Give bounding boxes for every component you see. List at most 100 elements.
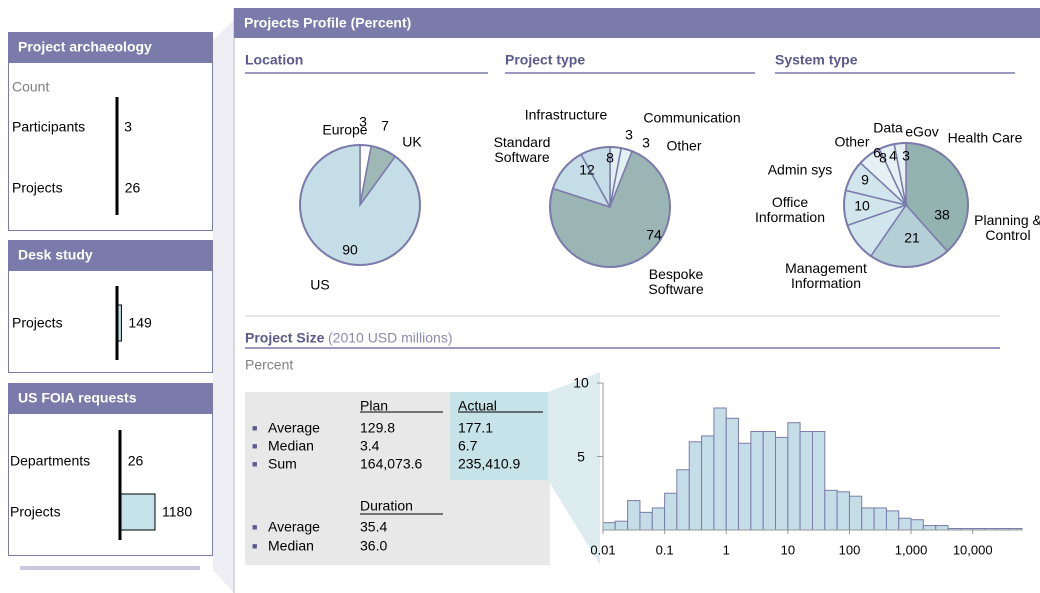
- row-label: Participants: [12, 118, 86, 135]
- y-tick-label: 5: [577, 448, 585, 464]
- column-header: Duration: [360, 497, 413, 514]
- highlight-connector: [548, 372, 600, 565]
- panel-subtitle: Count: [12, 78, 50, 95]
- slice-name: Management Information: [785, 260, 867, 291]
- panel-title: Project archaeology: [18, 38, 152, 55]
- slice-value: 3: [902, 147, 910, 164]
- hist-bar: [935, 525, 949, 531]
- slice-value: 10: [854, 197, 870, 214]
- hist-bar: [885, 510, 900, 531]
- hist-bar: [750, 431, 764, 531]
- stat-plan: 129.8: [360, 419, 396, 436]
- hist-bar: [811, 431, 826, 531]
- slice-name: Standard Software: [493, 134, 551, 165]
- hist-bar: [898, 517, 912, 531]
- hist-bar: [614, 520, 629, 531]
- slice-value: 12: [579, 161, 595, 178]
- slice-value: 74: [646, 226, 662, 243]
- slice-name: US: [310, 276, 330, 293]
- stat-label: Sum: [268, 455, 297, 472]
- slice-value: 6: [873, 144, 881, 161]
- stat-duration: 35.4: [360, 518, 388, 535]
- slice-name: Health Care: [947, 129, 1023, 146]
- column-header: Actual: [458, 397, 497, 414]
- chart-title: Project type: [505, 51, 586, 68]
- slice-name: Other: [834, 133, 870, 150]
- stat-plan: 164,073.6: [360, 455, 423, 472]
- slice-value: 3: [625, 126, 633, 143]
- slice-value: 90: [342, 241, 358, 258]
- slice-name: Office Information: [754, 194, 826, 225]
- hist-bar: [713, 407, 727, 531]
- pie-outline: [299, 144, 421, 266]
- column-header: Plan: [360, 397, 389, 414]
- pie-outline: [843, 142, 969, 268]
- bullet: ■: [252, 441, 258, 451]
- slice-name: Other: [666, 137, 702, 154]
- stat-label: Median: [268, 537, 314, 554]
- panel-header: [8, 240, 213, 270]
- hist-bar: [664, 492, 678, 531]
- hist-bar: [639, 511, 653, 531]
- hist-bar: [602, 522, 616, 531]
- hist-bar: [873, 507, 887, 531]
- row-label: Projects: [10, 503, 61, 520]
- panel-box: [8, 270, 213, 373]
- hist-bar: [861, 507, 875, 531]
- chart-title: System type: [775, 51, 858, 68]
- hist-bar: [824, 489, 838, 531]
- slice-value: 8: [879, 149, 887, 166]
- panel-title: US FOIA requests: [18, 389, 137, 406]
- hist-bar: [799, 431, 813, 531]
- stat-label: Median: [268, 437, 314, 454]
- hist-bar: [775, 436, 789, 531]
- slice-name: UK: [402, 133, 422, 150]
- slice-name: Europe: [322, 121, 368, 138]
- connector: [213, 20, 234, 593]
- hist-bar: [725, 417, 739, 531]
- chart-title: Project Size: [245, 329, 325, 346]
- hist-bar: [836, 491, 850, 531]
- y-tick-label: 10: [573, 374, 589, 391]
- x-tick-label: 10,000: [952, 542, 993, 558]
- slice-name: Admin sys: [767, 161, 833, 178]
- hist-bar: [910, 519, 924, 531]
- bullet: ■: [252, 459, 258, 469]
- slice-value: 4: [889, 147, 897, 164]
- stat-label: Average: [268, 419, 320, 436]
- bullet: ■: [252, 423, 258, 433]
- bullet: ■: [252, 541, 258, 551]
- row-value: 1180: [162, 503, 193, 520]
- x-tick-label: 1: [722, 542, 730, 558]
- hist-bar: [651, 507, 666, 531]
- panel-box: [8, 62, 213, 231]
- hist-bar: [737, 442, 752, 531]
- x-tick-label: 0.1: [655, 542, 674, 558]
- main-title: Projects Profile (Percent): [244, 14, 412, 31]
- stat-actual: 6.7: [458, 437, 478, 454]
- slice-name: Data: [873, 119, 903, 136]
- slice-value: 21: [904, 229, 920, 246]
- slice-value: 38: [934, 206, 950, 223]
- stat-actual: 177.1: [458, 419, 494, 436]
- x-tick-label: 100: [838, 542, 861, 558]
- y-axis-label: Percent: [245, 356, 294, 373]
- x-tick-label: 0.01: [590, 542, 616, 558]
- slice-name: Communication: [643, 109, 741, 126]
- row-label: Departments: [10, 452, 91, 469]
- bullet: ■: [252, 522, 258, 532]
- stat-duration: 36.0: [360, 537, 388, 554]
- slice-value: 8: [606, 149, 614, 166]
- panel-header: [8, 383, 213, 413]
- hist-bar: [848, 495, 863, 531]
- slice-value: 3: [359, 113, 367, 130]
- slice-value: 9: [861, 171, 869, 188]
- hist-bar: [676, 469, 690, 531]
- slice-name: Bespoke Software: [648, 266, 704, 297]
- row-value: 26: [127, 452, 144, 469]
- actual-highlight: [450, 392, 548, 480]
- stat-plan: 3.4: [360, 437, 380, 454]
- pie-outline: [549, 146, 671, 268]
- panel-box: [8, 413, 213, 556]
